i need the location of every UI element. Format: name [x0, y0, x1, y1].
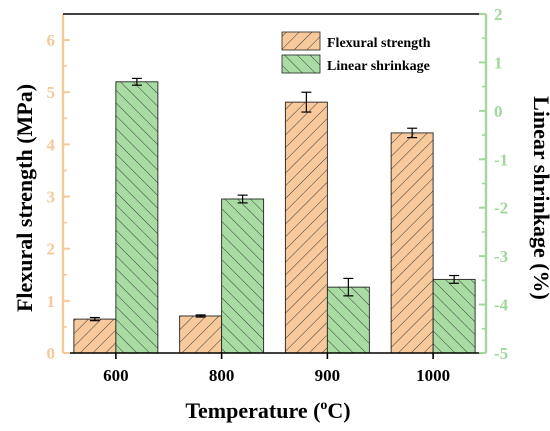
- left-tick-label-6: 6: [47, 31, 56, 50]
- x-tick-label-800: 800: [209, 366, 235, 385]
- bar-flexural-strength-800: [179, 315, 223, 354]
- bar-linear-shrinkage-1000: [432, 278, 476, 354]
- left-tick-label-4: 4: [47, 135, 56, 154]
- right-tick-label--2: -2: [494, 199, 508, 218]
- left-tick-label-3: 3: [47, 188, 56, 207]
- right-tick-label-1: 1: [494, 53, 503, 72]
- left-tick-label-1: 1: [47, 292, 56, 311]
- x-tick-label-1000: 1000: [416, 366, 450, 385]
- x-axis-title-end: C): [327, 398, 350, 423]
- right-tick-label-0: 0: [494, 102, 503, 121]
- left-tick-label-0: 0: [47, 344, 56, 363]
- legend-swatch-linear-shrinkage: [281, 54, 321, 74]
- bar-linear-shrinkage-900: [326, 286, 370, 354]
- right-tick-label--5: -5: [494, 344, 508, 363]
- left-axis-title: Flexural strength (MPa): [12, 84, 37, 312]
- left-tick-label-5: 5: [47, 83, 56, 102]
- legend: Flexural strength Linear shrinkage: [281, 31, 431, 74]
- right-axis-title: Linear shrinkage (%): [529, 96, 550, 300]
- x-tick-label-600: 600: [103, 366, 129, 385]
- x-tick-label-900: 900: [315, 366, 341, 385]
- axes: 600 800 900 1000 0 1 2 3 4 5 6 -5 -4 -3 -2 -1 0 1 2: [47, 5, 509, 385]
- right-tick-label-2: 2: [494, 5, 503, 24]
- x-axis-title: Temperature (oC): [185, 398, 350, 423]
- right-tick-label--1: -1: [494, 150, 508, 169]
- bar-linear-shrinkage-800: [221, 198, 265, 354]
- x-axis-title-main: Temperature (: [185, 398, 320, 423]
- right-tick-label--4: -4: [494, 296, 509, 315]
- right-tick-label--3: -3: [494, 247, 508, 266]
- left-tick-label-2: 2: [47, 240, 56, 259]
- legend-label-flexural-strength: Flexural strength: [327, 36, 431, 51]
- bar-flexural-strength-1000: [390, 132, 434, 354]
- bar-linear-shrinkage-600: [115, 81, 159, 354]
- bar-flexural-strength-600: [73, 318, 117, 354]
- bar-flexural-strength-900: [284, 101, 328, 354]
- legend-swatch-flexural-strength: [281, 31, 321, 51]
- x-axis-title-sup: o: [320, 398, 327, 413]
- legend-label-linear-shrinkage: Linear shrinkage: [327, 59, 430, 74]
- plot-area: [73, 77, 476, 354]
